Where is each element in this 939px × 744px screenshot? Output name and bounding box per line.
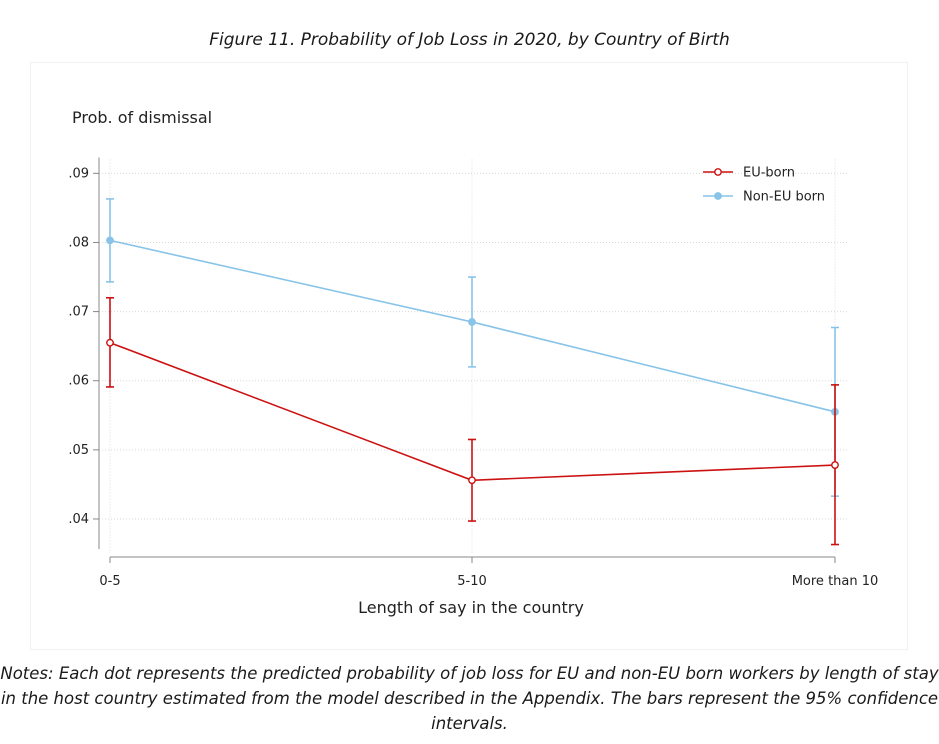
data-point — [468, 476, 476, 485]
y-tick-label: .08 — [68, 235, 89, 250]
figure-notes: Notes: Each dot represents the predicted… — [0, 664, 939, 733]
chart-panel: .04 .05 .06 .07 .08 .09 0-5 5-10 More than 10 Pr… — [30, 62, 908, 650]
legend-marker — [714, 168, 722, 176]
data-point — [106, 338, 114, 347]
series-eu-born — [106, 296, 839, 546]
y-tick-label: .04 — [68, 512, 89, 527]
y-tick-label: .06 — [68, 374, 89, 389]
legend-marker — [714, 192, 722, 200]
data-point — [106, 236, 114, 245]
y-tick-label: .09 — [68, 166, 89, 181]
grid-lines — [99, 159, 849, 553]
legend-label: EU-born — [743, 166, 795, 181]
legend-label: Non-EU born — [743, 190, 825, 205]
y-tick-label: .05 — [68, 443, 89, 458]
data-point — [831, 461, 839, 469]
y-tick-label: .07 — [68, 305, 89, 320]
y-axis-title: Prob. of dismissal — [72, 108, 212, 127]
x-tick-label: More than 10 — [792, 574, 879, 589]
figure-title: Figure 11. Probability of Job Loss in 20… — [209, 30, 730, 50]
x-axis-title: Length of say in the country — [358, 598, 584, 617]
x-tick-label: 5-10 — [457, 574, 487, 589]
x-tick-label: 0-5 — [99, 574, 120, 589]
series-layer — [106, 198, 839, 546]
axes: .04 .05 .06 .07 .08 .09 0-5 5-10 More than 10 — [68, 157, 879, 589]
data-point — [468, 318, 476, 326]
chart-svg: .04 .05 .06 .07 .08 .09 0-5 5-10 More than 10 Pr… — [68, 108, 879, 617]
legend: EU-born Non-EU born — [703, 166, 825, 205]
